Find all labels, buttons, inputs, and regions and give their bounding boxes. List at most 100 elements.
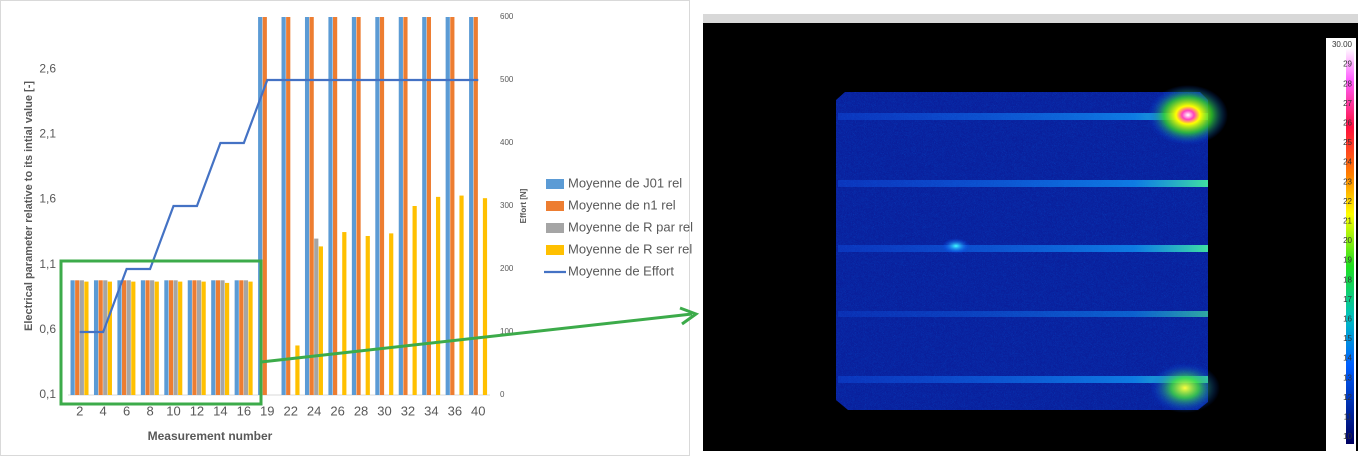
bar <box>169 280 173 395</box>
y-tick-label: 0,1 <box>39 387 56 401</box>
y-tick-label: 1,6 <box>39 192 56 206</box>
colorbar-label: 19 <box>1343 256 1352 265</box>
bar <box>145 280 149 395</box>
colorbar-label: 10 <box>1343 432 1352 441</box>
y-tick-label: 1,1 <box>39 257 56 271</box>
x-tick-label: 12 <box>190 403 204 418</box>
bar <box>71 280 75 395</box>
bar <box>141 280 145 395</box>
y2-tick-label: 400 <box>500 138 514 147</box>
bar <box>328 17 332 395</box>
bar <box>422 17 426 395</box>
bar <box>319 246 323 395</box>
bar <box>131 282 135 395</box>
y2-tick-label: 300 <box>500 201 514 210</box>
bar <box>427 17 431 395</box>
colorbar-label: 26 <box>1343 119 1352 128</box>
x-tick-label: 6 <box>123 403 130 418</box>
image-title-bar <box>703 14 1358 23</box>
x-tick-label: 36 <box>448 403 462 418</box>
bar <box>375 17 379 395</box>
bar <box>314 239 318 395</box>
colorbar-label: 18 <box>1343 275 1352 284</box>
bar <box>446 17 450 395</box>
colorbar-label: 13 <box>1343 373 1352 382</box>
colorbar-label: 24 <box>1343 158 1352 167</box>
x-tick-label: 10 <box>166 403 180 418</box>
bar <box>413 206 417 395</box>
colorbar-label: 11 <box>1344 413 1353 422</box>
bar <box>108 282 112 395</box>
page: 0,10,61,11,62,12,60100200300400500600246… <box>0 0 1365 457</box>
y-tick-label: 2,1 <box>39 126 56 140</box>
bar <box>310 17 314 395</box>
legend-swatch <box>546 179 564 189</box>
bar <box>117 280 121 395</box>
bar <box>211 280 215 395</box>
bar <box>356 17 360 395</box>
bar <box>75 280 79 395</box>
bar <box>366 236 370 395</box>
bar <box>282 17 286 395</box>
x-tick-label: 16 <box>237 403 251 418</box>
bar <box>150 280 154 395</box>
colorbar-label: 27 <box>1343 99 1352 108</box>
bar <box>99 280 103 395</box>
colorbar-label: 30.00 <box>1332 40 1353 49</box>
bar <box>380 17 384 395</box>
bar <box>342 232 346 395</box>
y2-tick-label: 200 <box>500 264 514 273</box>
bar <box>295 345 299 395</box>
y2-tick-label: 600 <box>500 12 514 21</box>
bar <box>220 280 224 395</box>
bar <box>197 280 201 395</box>
bar <box>389 233 393 395</box>
colorbar-label: 28 <box>1343 79 1352 88</box>
colorbar-label: 20 <box>1343 236 1352 245</box>
bar <box>305 17 309 395</box>
y2-tick-label: 500 <box>500 75 514 84</box>
colorbar-label: 14 <box>1343 354 1352 363</box>
bar <box>333 17 337 395</box>
legend-label: Moyenne de Effort <box>568 263 674 278</box>
y2-axis-title: Effort [N] <box>519 188 528 223</box>
legend-label: Moyenne de R par rel <box>568 219 693 234</box>
x-axis-title: Measurement number <box>148 429 273 443</box>
solar-cell <box>836 85 1228 413</box>
y-tick-label: 0,6 <box>39 322 56 336</box>
bar <box>202 282 206 395</box>
bar <box>248 282 252 395</box>
legend-swatch <box>546 245 564 255</box>
bar <box>80 280 84 395</box>
y-axis-title: Electrical parameter relative to its int… <box>23 81 35 331</box>
bar <box>103 280 107 395</box>
bar <box>239 280 243 395</box>
x-tick-label: 28 <box>354 403 368 418</box>
bar <box>122 280 126 395</box>
x-tick-label: 22 <box>283 403 297 418</box>
colorbar-label: 12 <box>1343 393 1352 402</box>
colorbar-label: 21 <box>1343 217 1352 226</box>
x-tick-label: 8 <box>146 403 153 418</box>
bar <box>164 280 168 395</box>
colorbar-label: 17 <box>1343 295 1352 304</box>
colorbar-label: 25 <box>1343 138 1352 147</box>
bar <box>192 280 196 395</box>
legend-label: Moyenne de n1 rel <box>568 197 676 212</box>
x-tick-label: 2 <box>76 403 83 418</box>
colorbar-label: 23 <box>1343 177 1352 186</box>
bar <box>459 196 463 395</box>
bar <box>127 280 131 395</box>
x-tick-label: 14 <box>213 403 227 418</box>
bar <box>84 282 88 395</box>
bar <box>178 282 182 395</box>
colorbar-label: 22 <box>1343 197 1352 206</box>
colorbar-label: 16 <box>1343 315 1352 324</box>
bar <box>235 280 239 395</box>
legend-label: Moyenne de R ser rel <box>568 241 692 256</box>
bar <box>155 282 159 395</box>
bar <box>263 17 267 395</box>
bar <box>225 283 229 395</box>
bar <box>216 280 220 395</box>
colorbar-label: 29 <box>1343 60 1352 69</box>
